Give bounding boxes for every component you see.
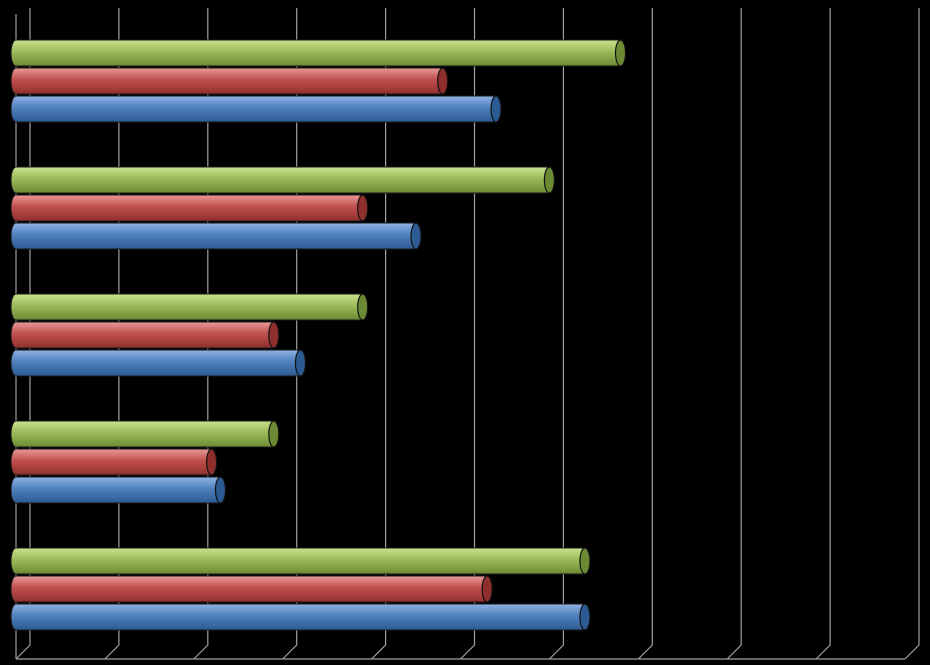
- gridline: [548, 8, 564, 660]
- bar-red-4: [10, 448, 218, 476]
- bar-red-2: [10, 194, 369, 222]
- gridline: [904, 8, 920, 660]
- bar-green-5: [10, 547, 591, 575]
- plot-area-bars: [10, 39, 627, 631]
- bar-red-1: [10, 67, 449, 95]
- bar-green-2: [10, 166, 556, 194]
- gridline: [637, 8, 653, 660]
- bar-red-3: [10, 321, 280, 349]
- bar-blue-4: [10, 476, 227, 504]
- bar-blue-2: [10, 222, 422, 250]
- gridline: [815, 8, 831, 660]
- bar-green-1: [10, 39, 627, 67]
- gridline: [726, 8, 742, 660]
- bar-blue-3: [10, 349, 307, 377]
- bar-red-5: [10, 575, 493, 603]
- gridline: [371, 8, 387, 660]
- bar-blue-1: [10, 95, 502, 123]
- bar-green-4: [10, 420, 280, 448]
- bar-green-3: [10, 293, 369, 321]
- bar-blue-5: [10, 603, 591, 631]
- gridline: [460, 8, 476, 660]
